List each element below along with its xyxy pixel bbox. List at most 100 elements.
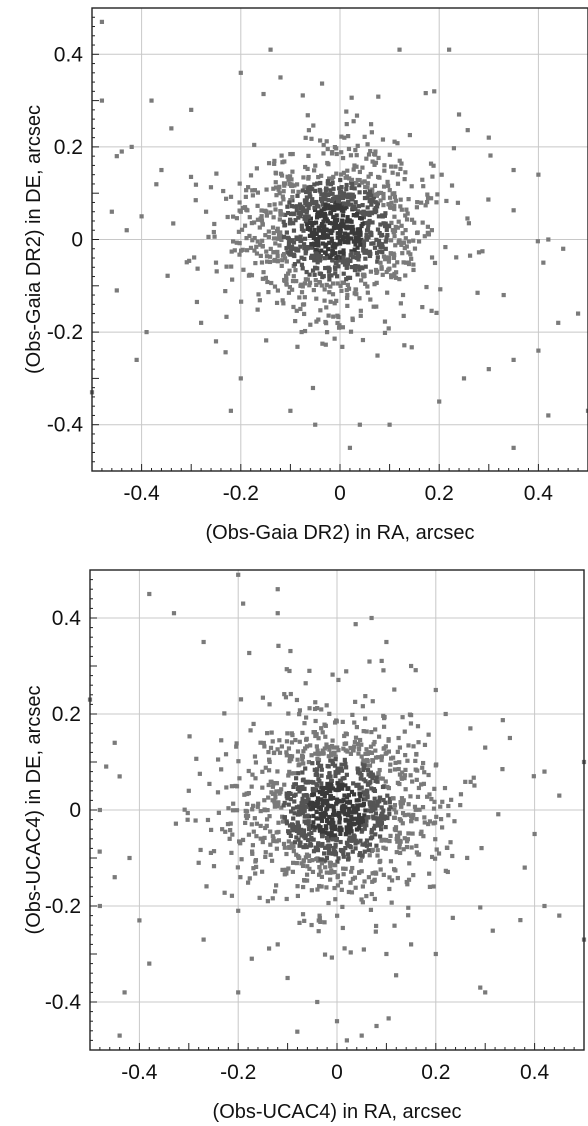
data-point <box>403 273 408 278</box>
data-point <box>476 250 482 255</box>
data-point <box>421 184 426 189</box>
data-point <box>201 937 206 942</box>
data-point <box>315 799 320 805</box>
data-point <box>454 255 459 260</box>
data-point <box>310 268 316 273</box>
data-point <box>370 775 375 781</box>
data-point <box>307 706 312 711</box>
data-point <box>296 771 301 776</box>
data-point <box>401 847 406 852</box>
data-point <box>432 89 437 94</box>
data-point <box>325 831 330 836</box>
data-point <box>357 190 362 195</box>
data-point <box>347 806 352 812</box>
data-point <box>374 237 379 242</box>
data-point <box>322 287 327 292</box>
data-point <box>159 167 164 173</box>
data-point <box>369 130 374 135</box>
data-point <box>312 182 317 187</box>
data-point <box>358 858 363 863</box>
data-point <box>339 827 344 833</box>
data-point <box>330 804 335 809</box>
data-point <box>404 879 409 885</box>
data-point <box>290 278 296 284</box>
data-point <box>290 287 295 292</box>
data-point <box>258 823 263 829</box>
data-point <box>355 245 360 250</box>
data-point <box>393 198 398 203</box>
data-point <box>374 1023 379 1029</box>
data-point <box>326 775 331 780</box>
data-point <box>542 903 547 909</box>
data-point <box>112 740 117 745</box>
data-point <box>253 864 259 870</box>
data-point <box>370 758 375 763</box>
data-point <box>316 225 321 230</box>
data-point <box>557 793 562 798</box>
data-point <box>341 866 346 871</box>
data-point <box>420 805 426 810</box>
data-point <box>479 845 484 851</box>
data-point <box>356 257 361 262</box>
data-point <box>351 781 356 786</box>
data-point <box>372 245 378 250</box>
data-point <box>363 190 368 195</box>
data-point <box>254 821 259 826</box>
data-point <box>353 235 359 241</box>
data-point <box>300 188 305 193</box>
data-point <box>425 200 430 205</box>
data-point <box>328 877 333 882</box>
data-point <box>250 772 255 777</box>
data-point <box>326 820 331 825</box>
data-point <box>330 257 335 263</box>
data-point <box>352 740 357 745</box>
data-point <box>346 838 352 843</box>
data-point <box>342 135 347 140</box>
data-point <box>260 244 265 249</box>
data-point <box>300 831 305 836</box>
data-point <box>272 284 278 289</box>
data-point <box>368 770 373 775</box>
data-point <box>327 228 332 233</box>
data-point <box>370 806 376 811</box>
data-point <box>355 272 360 277</box>
data-point <box>330 672 335 677</box>
data-point <box>311 813 316 819</box>
data-point <box>244 236 249 241</box>
data-point <box>362 134 367 139</box>
data-point <box>300 770 305 775</box>
data-point <box>303 251 308 256</box>
data-point <box>334 242 339 247</box>
data-point <box>364 788 369 793</box>
data-point <box>340 280 345 285</box>
data-point <box>347 835 352 840</box>
data-point <box>349 829 354 834</box>
data-point <box>324 742 329 747</box>
data-point <box>297 739 302 744</box>
data-point <box>429 796 434 802</box>
data-point <box>325 179 330 184</box>
data-point <box>332 869 337 875</box>
data-point <box>322 920 327 925</box>
data-point <box>307 272 312 277</box>
data-point <box>385 290 390 295</box>
data-point <box>349 230 354 235</box>
data-point <box>324 870 329 875</box>
data-point <box>314 282 319 288</box>
data-point <box>355 143 360 148</box>
data-point <box>500 718 505 723</box>
data-point <box>250 188 255 193</box>
data-point <box>255 239 260 244</box>
data-point <box>377 767 382 773</box>
data-point <box>264 823 269 828</box>
data-point <box>381 203 386 208</box>
data-point <box>408 721 414 726</box>
data-point <box>269 779 274 784</box>
data-point <box>137 918 142 923</box>
data-point <box>432 260 438 266</box>
data-point <box>349 814 354 819</box>
data-point <box>465 855 470 861</box>
data-point <box>97 903 102 909</box>
data-point <box>298 804 304 809</box>
data-point <box>341 872 346 877</box>
